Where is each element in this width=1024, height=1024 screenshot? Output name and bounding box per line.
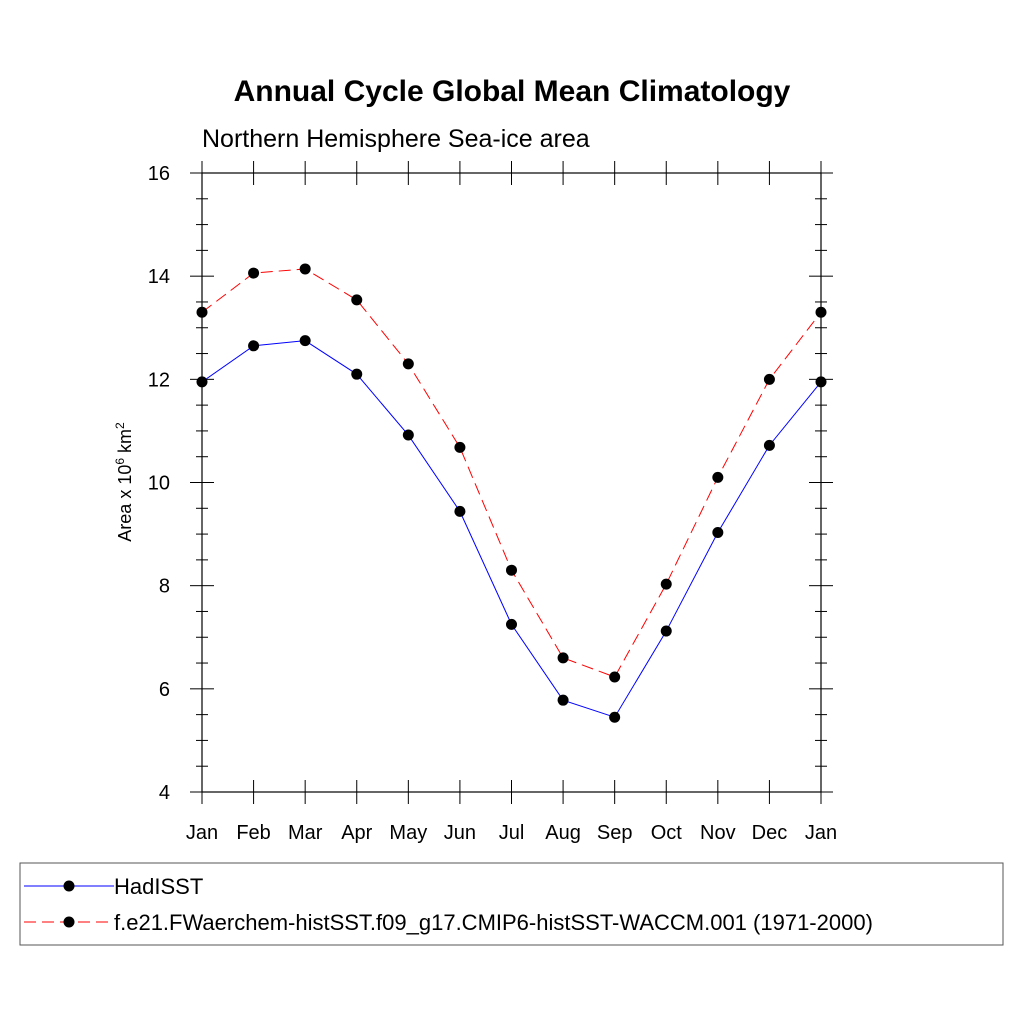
- x-tick-label: Feb: [236, 822, 270, 844]
- legend-label-0: HadISST: [114, 874, 203, 899]
- x-tick-label: Sep: [597, 822, 633, 844]
- y-axis-label-unit: km: [115, 429, 135, 458]
- x-tick-label: Apr: [341, 822, 372, 844]
- chart-title: Annual Cycle Global Mean Climatology: [234, 75, 791, 108]
- series-1-point: [248, 267, 260, 279]
- y-tick-label: 14: [148, 266, 170, 288]
- series-1-point: [712, 471, 724, 483]
- series-0-point: [763, 439, 775, 451]
- series-0-point: [248, 340, 260, 352]
- y-tick-label: 16: [148, 163, 170, 185]
- series-lines: [201, 268, 822, 718]
- series-0-point: [506, 618, 517, 630]
- legend-box: [19, 862, 1004, 946]
- series-1-point: [299, 263, 311, 275]
- y-axis-label: Area x 106 km2: [113, 422, 135, 542]
- chart-subtitle: Northern Hemisphere Sea-ice area: [202, 125, 590, 153]
- y-tick-label: 4: [159, 782, 170, 804]
- series-0-point: [299, 335, 311, 347]
- plot-frame: [201, 172, 822, 793]
- series-0-point: [351, 368, 363, 380]
- series-0-point: [402, 429, 414, 441]
- series-1-point: [763, 373, 775, 385]
- series-1-point: [351, 294, 363, 306]
- y-tick-label: 12: [148, 369, 170, 391]
- series-0-point: [660, 625, 672, 637]
- x-tick-label: May: [389, 822, 427, 844]
- legend-marker-0: [63, 880, 75, 892]
- x-tick-label: Nov: [700, 822, 736, 844]
- series-1-point: [609, 671, 621, 683]
- series-1-point: [402, 358, 414, 370]
- series-line-1: [201, 268, 822, 678]
- series-line-0: [201, 340, 822, 718]
- legend: HadISST f.e21.FWaerchem-histSST.f09_g17.C…: [19, 862, 1004, 946]
- y-tick-label: 8: [159, 576, 170, 598]
- series-1-point: [660, 578, 672, 590]
- tick-labels: Jan Feb Mar Apr May Jun Jul Aug Sep Oct Nov Dec Jan 4…: [148, 163, 837, 844]
- y-axis-label-prefix: Area x 10: [115, 465, 135, 542]
- axis-ticks: [190, 161, 833, 804]
- series-1-point: [557, 652, 569, 664]
- series-0-point: [609, 711, 621, 723]
- series-0-point: [557, 694, 569, 706]
- x-tick-label: Jun: [444, 822, 476, 844]
- series-0-point: [454, 505, 466, 517]
- x-tick-label: Oct: [651, 822, 683, 844]
- series-0-point: [712, 527, 724, 539]
- x-tick-label: Aug: [545, 822, 581, 844]
- x-tick-label: Jan: [186, 822, 218, 844]
- y-tick-label: 6: [159, 679, 170, 701]
- x-tick-label: Jul: [499, 822, 525, 844]
- series-1-point: [454, 441, 466, 453]
- x-tick-label: Mar: [288, 822, 323, 844]
- y-tick-label: 10: [148, 473, 170, 495]
- x-tick-label: Dec: [752, 822, 788, 844]
- series-1-point: [506, 564, 517, 576]
- legend-label-1: f.e21.FWaerchem-histSST.f09_g17.CMIP6-hi…: [114, 910, 873, 935]
- y-axis-label-exponent: 6: [113, 458, 127, 465]
- x-tick-label: Jan: [805, 822, 837, 844]
- legend-marker-1: [63, 916, 75, 928]
- series-points: [196, 263, 827, 723]
- y-axis-label-unit-exponent: 2: [113, 422, 127, 429]
